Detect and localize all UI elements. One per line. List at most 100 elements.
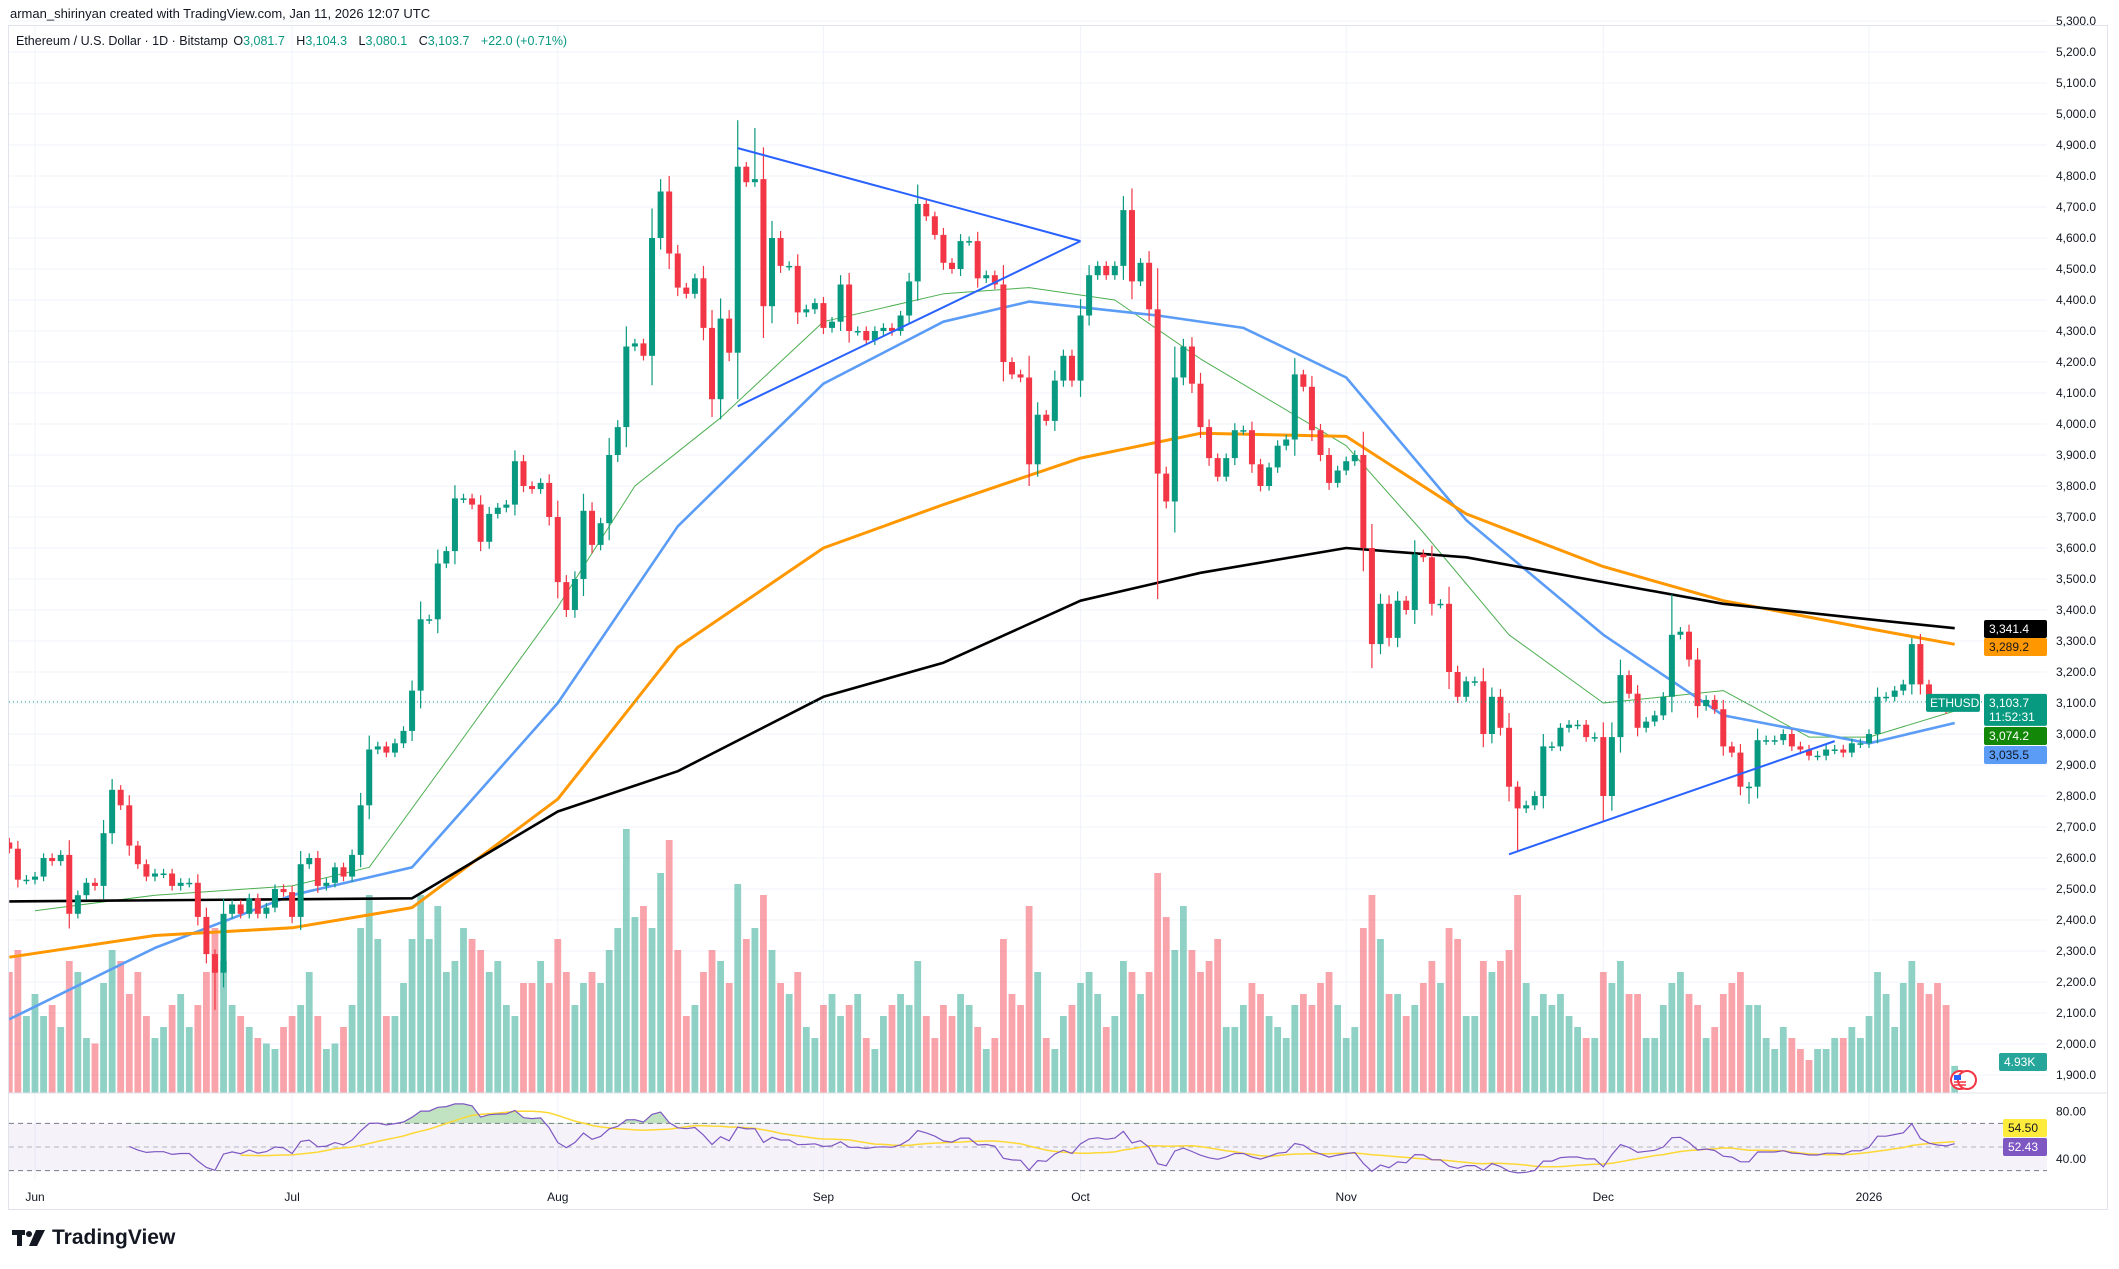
candle-body bbox=[1017, 374, 1024, 378]
candle-body bbox=[1737, 752, 1744, 787]
candle bbox=[1848, 738, 1855, 758]
candle-body bbox=[23, 879, 30, 882]
candle bbox=[1908, 637, 1915, 695]
candle-body bbox=[743, 166, 750, 183]
candle bbox=[1197, 372, 1204, 438]
candle-body bbox=[983, 275, 990, 279]
ma200-line bbox=[9, 546, 1955, 903]
volume-bar bbox=[777, 983, 784, 1093]
volume-bar bbox=[1299, 994, 1307, 1093]
volume-bar bbox=[1231, 1027, 1239, 1093]
volume-bar bbox=[665, 840, 673, 1093]
candle-body bbox=[1223, 458, 1230, 477]
candle-body bbox=[1240, 430, 1247, 432]
candle-body bbox=[434, 563, 441, 620]
time-axis[interactable]: Jun Jul Aug Sep Oct Nov Dec 2026 bbox=[25, 1190, 1882, 1204]
candle-body bbox=[1471, 681, 1478, 683]
candle-body bbox=[1266, 467, 1273, 486]
tradingview-logo[interactable]: TradingView bbox=[12, 1226, 175, 1250]
candle bbox=[1677, 627, 1684, 640]
candle-body bbox=[1086, 275, 1093, 316]
candle bbox=[948, 258, 955, 274]
volume-bar bbox=[1514, 895, 1522, 1093]
candle bbox=[9, 837, 13, 854]
candle bbox=[597, 517, 604, 551]
volume-bar bbox=[1711, 1027, 1719, 1093]
candle-body bbox=[803, 309, 810, 313]
volume-bar bbox=[23, 1016, 30, 1093]
candle-body bbox=[1334, 470, 1341, 483]
candle-body bbox=[1463, 681, 1470, 697]
candle bbox=[469, 493, 476, 510]
volume-bar bbox=[802, 1027, 810, 1093]
volume-bar bbox=[254, 1038, 262, 1093]
candle-body bbox=[1163, 473, 1170, 502]
candle bbox=[1686, 624, 1693, 667]
volume-bar bbox=[717, 961, 724, 1093]
volume-bar bbox=[237, 1016, 245, 1093]
volume-bar bbox=[1359, 928, 1367, 1093]
trendline[interactable] bbox=[1508, 740, 1836, 856]
candle bbox=[820, 296, 827, 335]
candle bbox=[1077, 299, 1084, 397]
price-markers: 3,341.4 3,289.2 3,074.2 3,035.5 3,103.711:52… bbox=[1926, 620, 2047, 1156]
volume-bar bbox=[674, 950, 682, 1093]
candle-body bbox=[991, 275, 998, 285]
candle bbox=[1051, 370, 1058, 431]
chart-frame[interactable] bbox=[8, 25, 2108, 1210]
candle bbox=[503, 499, 510, 513]
symbol-legend[interactable]: Ethereum / U.S. Dollar · 1D · Bitstamp O… bbox=[16, 34, 575, 48]
volume-bar bbox=[297, 1005, 305, 1093]
candle bbox=[340, 862, 347, 882]
volume-bar bbox=[1531, 1016, 1539, 1093]
trendline[interactable] bbox=[737, 147, 1081, 243]
volume-bar bbox=[1668, 983, 1676, 1093]
volume-bar bbox=[1445, 928, 1453, 1093]
volume-bar bbox=[614, 928, 622, 1093]
price-axis-label: 1,900.0 bbox=[2056, 1068, 2096, 1082]
candle-body bbox=[1557, 727, 1564, 747]
candle-body bbox=[494, 507, 501, 514]
trendlines[interactable] bbox=[737, 147, 1836, 856]
candle bbox=[246, 893, 253, 919]
candle bbox=[1111, 261, 1118, 280]
volume-bar bbox=[1205, 961, 1213, 1093]
price-axis-label: 2,300.0 bbox=[2056, 944, 2096, 958]
candle bbox=[1094, 261, 1101, 280]
volume-bar bbox=[91, 1043, 99, 1093]
candle bbox=[691, 273, 698, 299]
price-axis-label: 2,900.0 bbox=[2056, 758, 2096, 772]
low-label: L bbox=[358, 34, 366, 48]
volume-bar bbox=[1719, 994, 1727, 1093]
volume-bar bbox=[1522, 983, 1530, 1093]
price-axis[interactable]: 5,300.0 5,200.0 5,100.0 5,000.0 4,900.0 4,800… bbox=[2056, 14, 2096, 1166]
candle-body bbox=[769, 238, 776, 307]
volume-bar bbox=[1934, 983, 1941, 1093]
volume-bar bbox=[1771, 1049, 1779, 1093]
candle-body bbox=[1274, 445, 1281, 468]
candle-body bbox=[263, 907, 270, 914]
volume-bar bbox=[700, 972, 707, 1093]
volume-bar bbox=[400, 983, 407, 1093]
symbol-title: Ethereum / U.S. Dollar · 1D · Bitstamp bbox=[16, 34, 228, 48]
volume-bar bbox=[820, 1005, 827, 1093]
candle-body bbox=[400, 730, 407, 744]
volume-bar bbox=[725, 983, 733, 1093]
candle-body bbox=[1386, 603, 1393, 638]
symbol-tag-bg bbox=[1926, 693, 1980, 712]
candle-body bbox=[91, 882, 98, 886]
us-flag-event-icon[interactable] bbox=[1950, 1070, 1977, 1090]
candle-body bbox=[417, 619, 424, 691]
candle bbox=[1223, 453, 1230, 482]
volume-bar bbox=[83, 1038, 90, 1093]
candle bbox=[1154, 268, 1161, 600]
candle bbox=[1874, 687, 1881, 744]
trendline[interactable] bbox=[737, 240, 1081, 408]
volume-bar bbox=[1265, 1016, 1273, 1093]
candle bbox=[374, 741, 381, 755]
candle-body bbox=[683, 287, 690, 294]
candle-body bbox=[923, 203, 930, 217]
volume-bar bbox=[854, 994, 862, 1093]
volume-bar bbox=[1385, 994, 1393, 1093]
